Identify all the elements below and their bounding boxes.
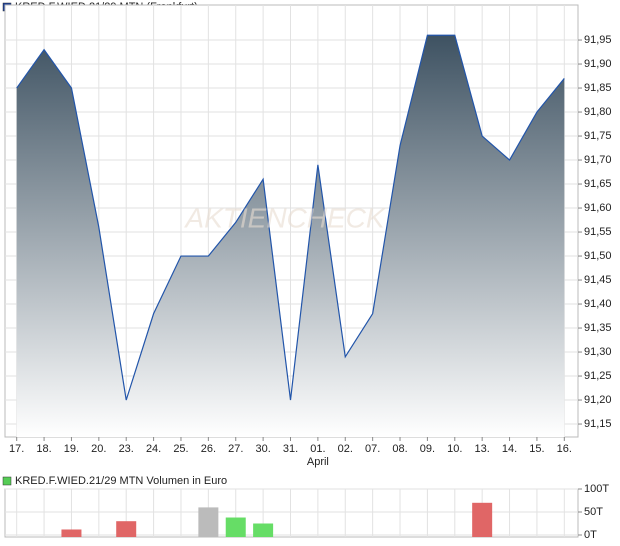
x-tick-label: 18. [36, 443, 51, 455]
x-tick-label: 08. [392, 443, 407, 455]
x-tick-label: 26. [201, 443, 216, 455]
y-tick-label: 91,95 [584, 34, 612, 46]
y-tick-label: 91,45 [584, 274, 612, 286]
y-tick-label: 91,60 [584, 202, 612, 214]
area [16, 35, 565, 438]
x-tick-label: 20. [91, 443, 106, 455]
x-sublabel: April [307, 456, 329, 468]
x-tick-label: 14. [502, 443, 517, 455]
y-tick-label: 0T [584, 529, 597, 541]
x-tick-label: 31. [283, 443, 298, 455]
y-tick-label: 91,70 [584, 154, 612, 166]
y-tick-label: 91,40 [584, 298, 612, 310]
x-tick-label: 23. [119, 443, 134, 455]
line [16, 34, 565, 401]
y-tick-label: 91,55 [584, 226, 612, 238]
x-tick-label: 25. [173, 443, 188, 455]
y-tick-label: 91,35 [584, 322, 612, 334]
x-tick-label: 10. [447, 443, 462, 455]
x-tick-label: 09. [420, 443, 435, 455]
x-tick-label: 24. [146, 443, 161, 455]
y-tick-label: 91,85 [584, 82, 612, 94]
y-tick-label: 50T [584, 506, 603, 518]
y-tick-label: 91,15 [584, 418, 612, 430]
legend-swatch [2, 476, 12, 486]
x-tick-label: 13. [475, 443, 490, 455]
y-tick-label: 91,50 [584, 250, 612, 262]
y-tick-label: 91,30 [584, 346, 612, 358]
x-tick-label: 16. [557, 443, 572, 455]
bar [198, 507, 219, 537]
x-tick-label: 27. [228, 443, 243, 455]
x-tick-label: 17. [9, 443, 24, 455]
y-tick-label: 91,65 [584, 178, 612, 190]
x-tick-label: 07. [365, 443, 380, 455]
x-tick-label: 19. [64, 443, 79, 455]
y-tick-label: 91,25 [584, 370, 612, 382]
bar [253, 523, 274, 537]
y-tick-label: 91,20 [584, 394, 612, 406]
bar [472, 502, 493, 537]
bar [116, 521, 137, 537]
y-tick-label: 91,75 [584, 130, 612, 142]
bar [61, 529, 82, 537]
watermark: AKTIENCHECK [183, 202, 385, 233]
bar [225, 517, 246, 537]
y-tick-label: 91,90 [584, 58, 612, 70]
x-tick-label: 01. [310, 443, 325, 455]
y-tick-label: 100T [584, 483, 609, 495]
legend-label: KRED.F.WIED.21/29 MTN Volumen in Euro [15, 475, 227, 487]
x-tick-label: 30. [255, 443, 270, 455]
y-tick-label: 91,80 [584, 106, 612, 118]
x-tick-label: 15. [529, 443, 544, 455]
x-tick-label: 02. [338, 443, 353, 455]
